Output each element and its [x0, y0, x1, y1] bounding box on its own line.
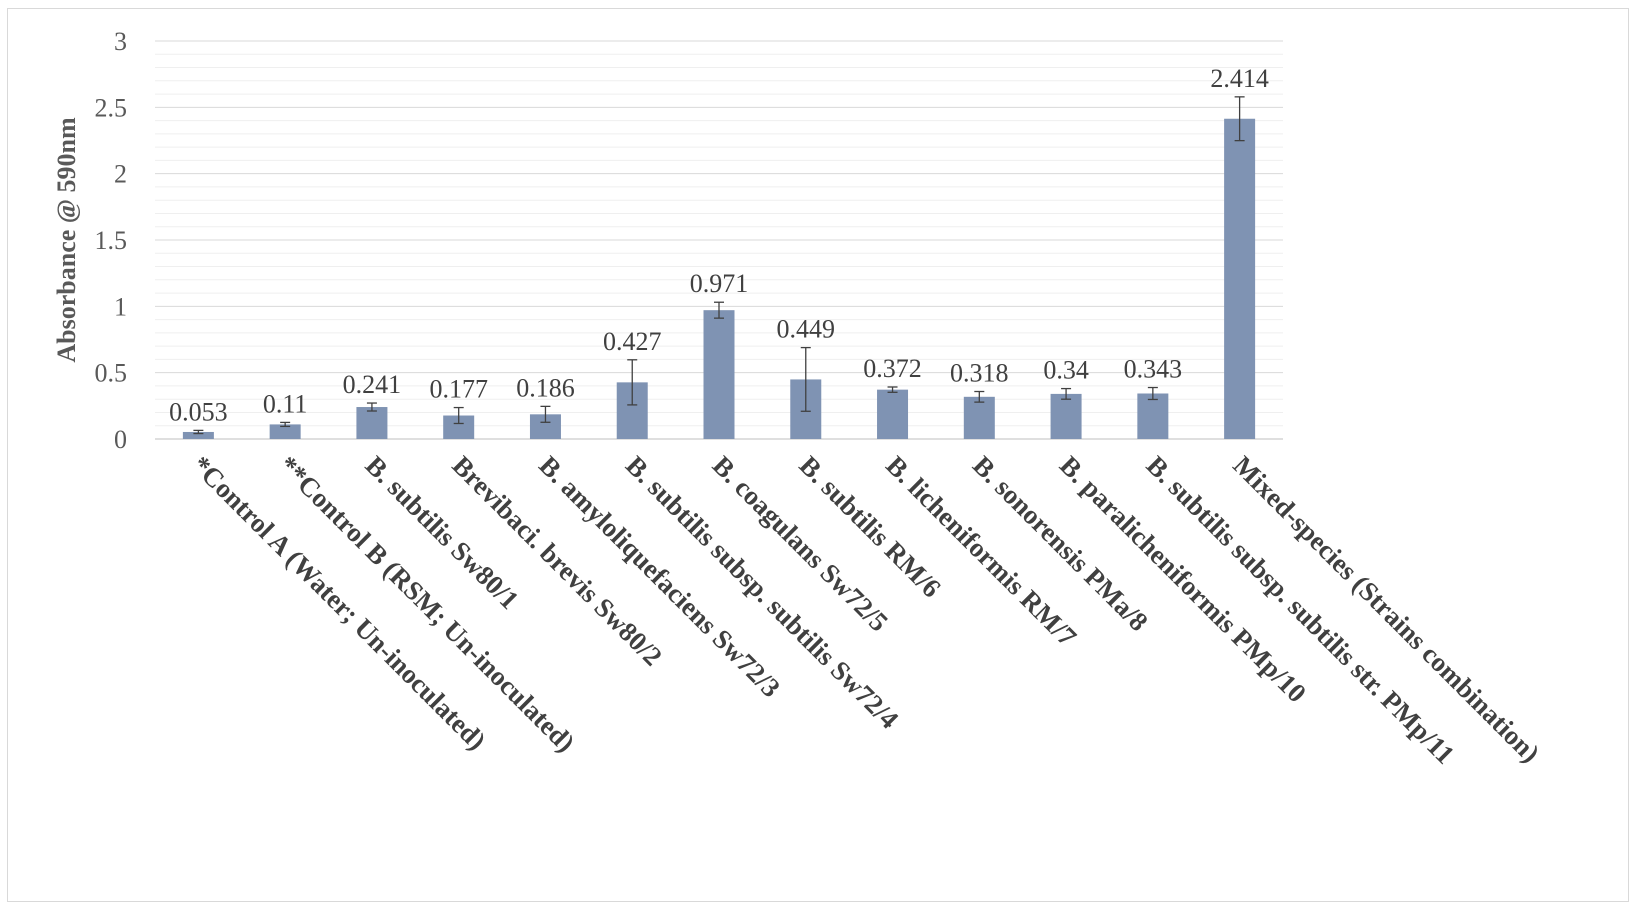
y-tick-label: 2 — [114, 160, 127, 189]
data-label: 0.186 — [516, 373, 575, 402]
bar — [443, 415, 475, 439]
category-label: Mixed-species (Strains combination) — [1227, 450, 1545, 768]
y-axis-ticks: 0 0.5 1 1.5 2 2.5 3 — [95, 27, 128, 454]
bar — [1224, 118, 1256, 439]
data-label: 0.318 — [950, 359, 1009, 388]
data-label: 0.11 — [263, 389, 308, 418]
bars — [182, 118, 1256, 439]
bar — [182, 431, 214, 439]
x-axis-categories: *Control A (Water; Un-inoculated)**Contr… — [186, 450, 1545, 770]
bar — [356, 407, 388, 439]
data-labels: 0.053 0.11 0.241 0.177 0.186 0.427 0.971 0.449 0… — [169, 64, 1269, 427]
y-tick-label: 1.5 — [95, 226, 128, 255]
bar — [1137, 393, 1169, 439]
bar — [269, 424, 301, 439]
bar — [963, 396, 995, 439]
category-label: B. subtilis Sw80/1 — [360, 450, 525, 615]
data-label: 0.971 — [690, 269, 749, 298]
bar — [703, 310, 735, 439]
error-bars — [193, 96, 1245, 435]
category-label: B. subtilis subsp. subtilis str. PMp/11 — [1141, 450, 1461, 770]
data-label: 2.414 — [1210, 64, 1269, 93]
bar — [1050, 393, 1082, 439]
data-label: 0.427 — [603, 327, 662, 356]
data-label: 0.449 — [777, 315, 836, 344]
data-label: 0.241 — [343, 370, 402, 399]
chart-frame — [7, 8, 1629, 902]
data-label: 0.372 — [863, 354, 922, 383]
data-label: 0.343 — [1124, 355, 1183, 384]
data-label: 0.177 — [429, 375, 488, 404]
y-tick-label: 0 — [114, 425, 127, 454]
y-axis-title: Absorbance @ 590nm — [52, 117, 81, 363]
y-tick-label: 3 — [114, 27, 127, 56]
data-label: 0.34 — [1043, 356, 1089, 385]
y-tick-label: 2.5 — [95, 93, 128, 122]
bar — [877, 389, 909, 439]
y-tick-label: 0.5 — [95, 359, 128, 388]
y-tick-label: 1 — [114, 292, 127, 321]
data-label: 0.053 — [169, 397, 228, 426]
